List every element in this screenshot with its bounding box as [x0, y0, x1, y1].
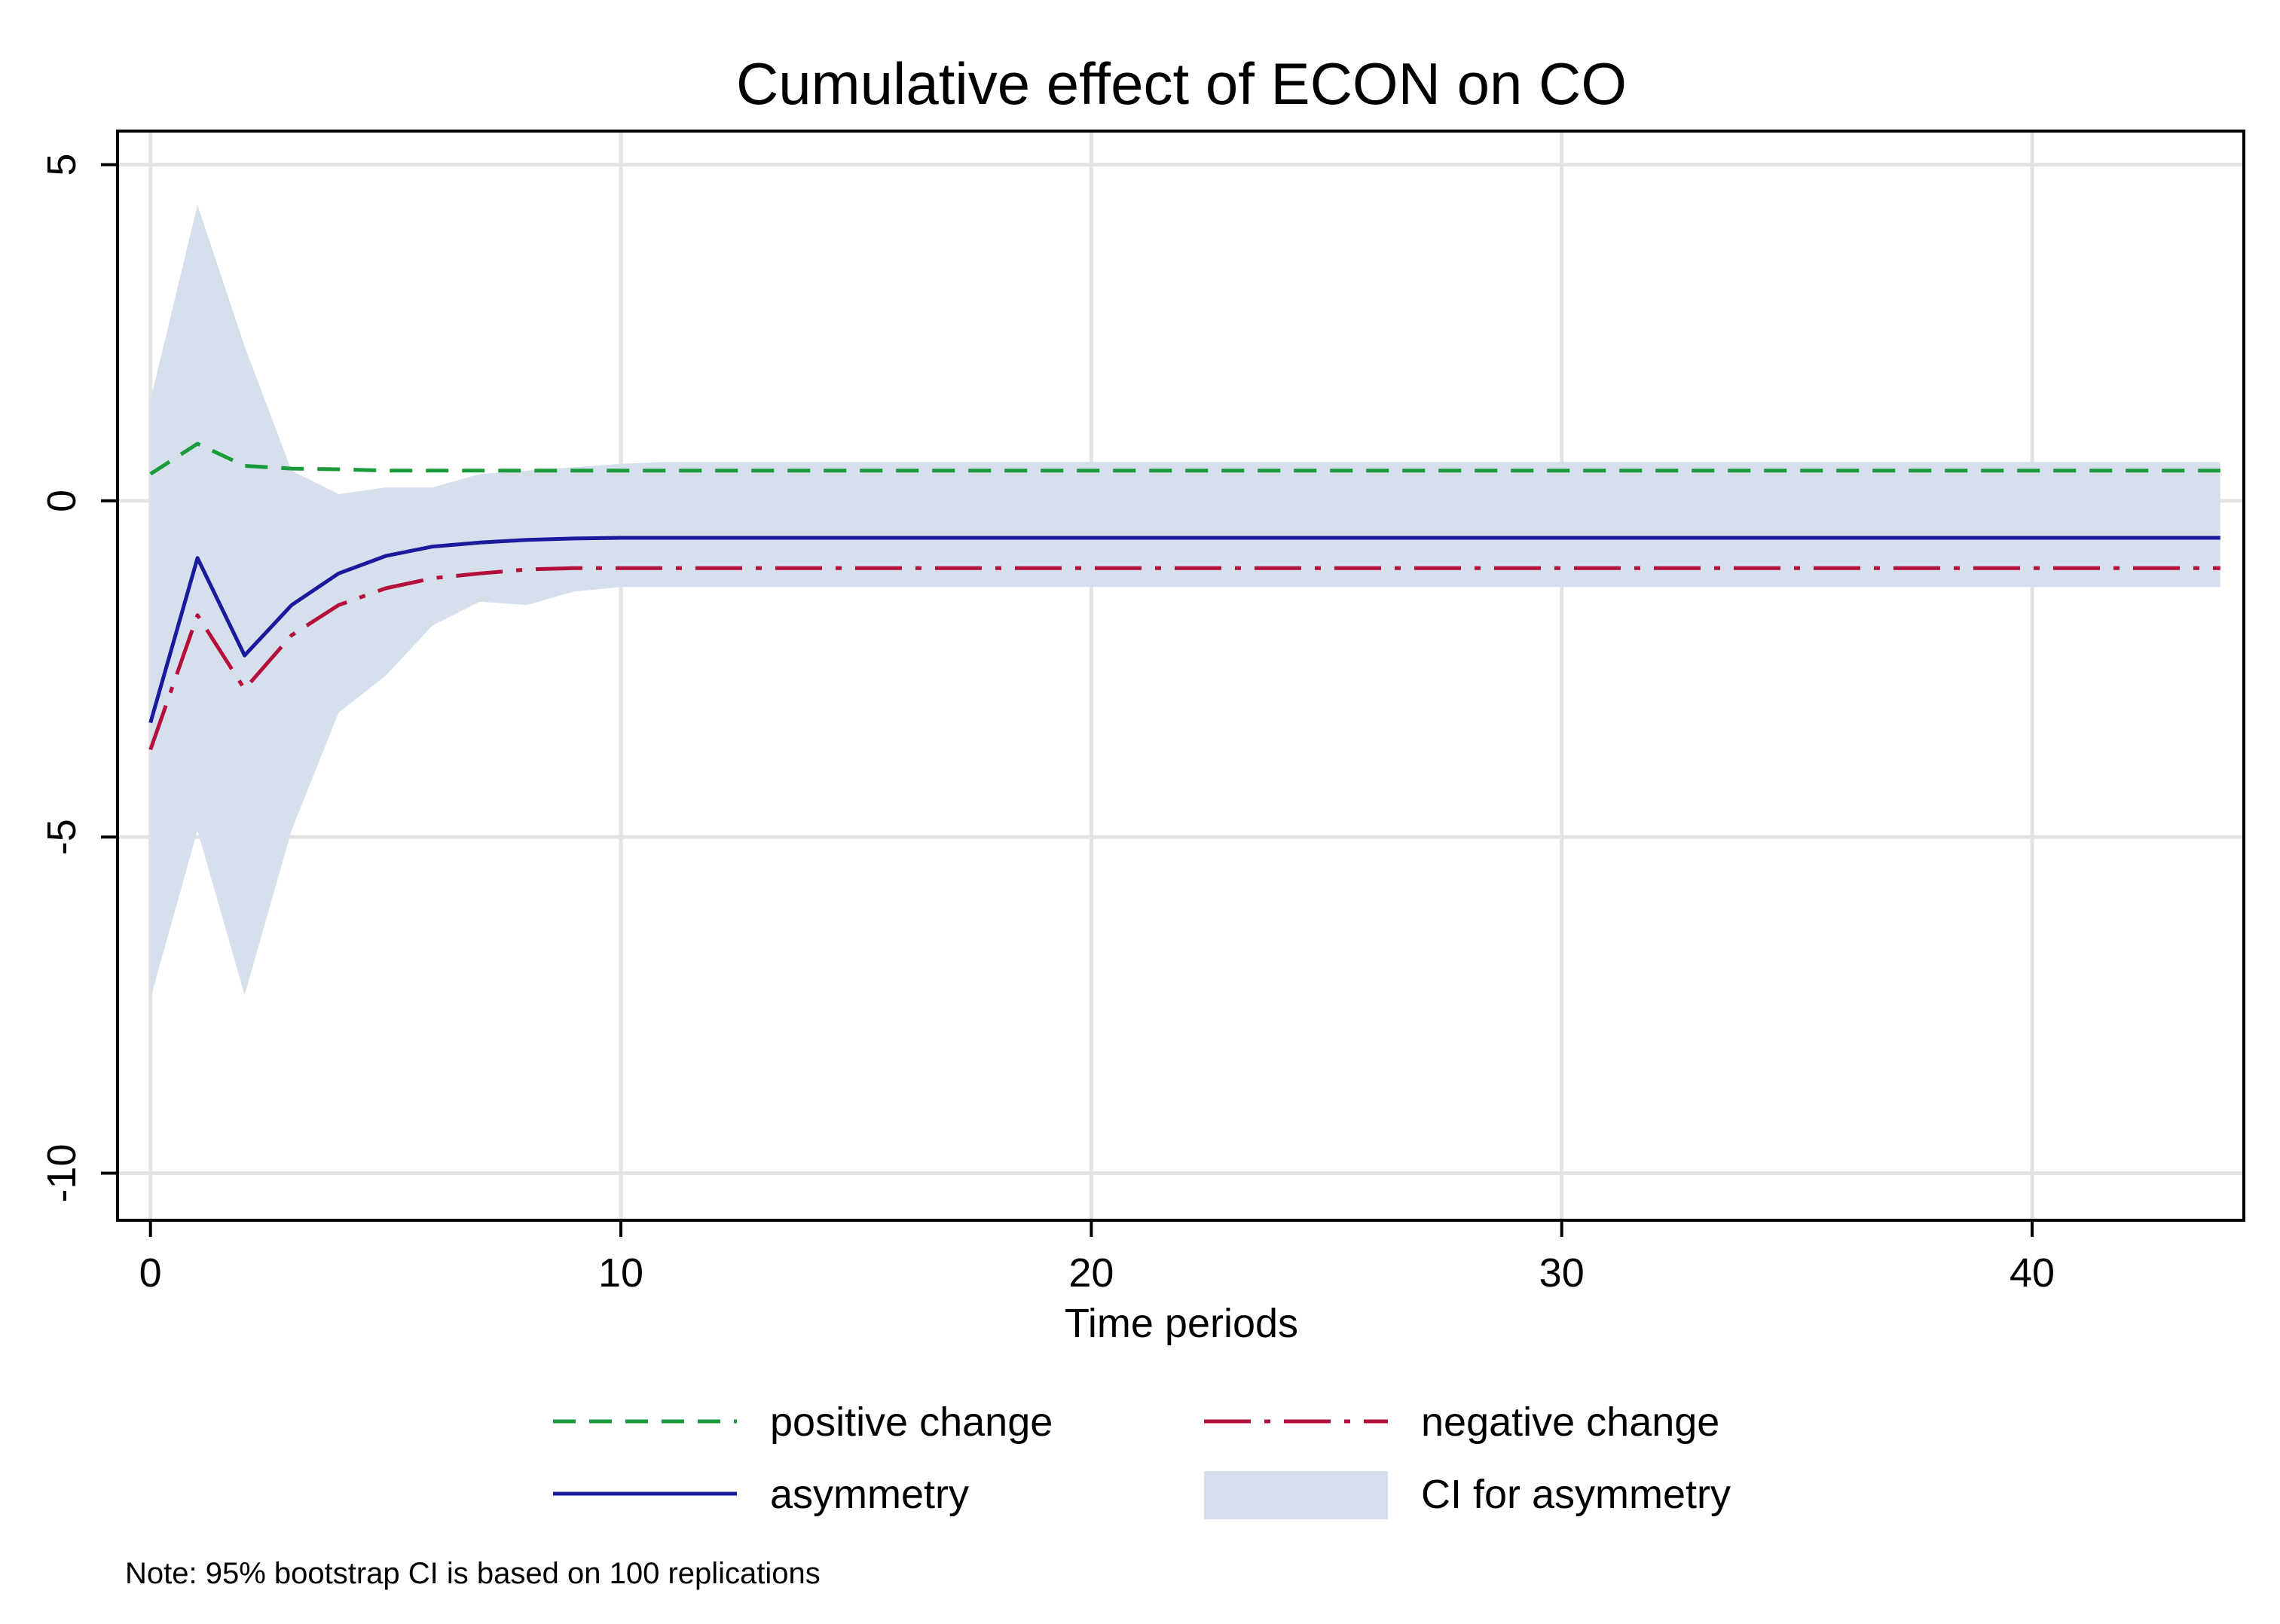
y-tick-label: -10 [39, 1143, 84, 1202]
plot-frame [116, 130, 2245, 1222]
chart-title: Cumulative effect of ECON on CO [736, 50, 1627, 117]
ticks-layer: 5 0 -5 -10 0 10 20 30 40 [39, 154, 2055, 1296]
legend: positive change negative change asymmetr… [553, 1400, 1731, 1519]
legend-label-positive: positive change [770, 1400, 1053, 1445]
y-tick-label: 0 [39, 490, 84, 512]
x-axis-title: Time periods [1065, 1301, 1298, 1346]
legend-label-asymmetry: asymmetry [770, 1472, 969, 1517]
series-line-positive-change [149, 441, 2220, 476]
legend-label-negative: negative change [1421, 1400, 1719, 1445]
series-line-negative-change [148, 566, 2220, 751]
legend-swatch-ci [1204, 1471, 1388, 1519]
x-tick-label: 20 [1068, 1250, 1114, 1296]
x-tick-label: 30 [1539, 1250, 1585, 1296]
y-tick-label: 5 [39, 154, 84, 176]
x-tick-label: 0 [139, 1250, 162, 1296]
series-layer [148, 441, 2220, 751]
series-line-asymmetry [148, 536, 2220, 724]
y-tick-label: -5 [39, 819, 84, 855]
chart-note: Note: 95% bootstrap CI is based on 100 r… [125, 1557, 821, 1590]
x-tick-label: 10 [598, 1250, 643, 1296]
x-tick-label: 40 [2010, 1250, 2055, 1296]
legend-label-ci: CI for asymmetry [1421, 1472, 1731, 1517]
